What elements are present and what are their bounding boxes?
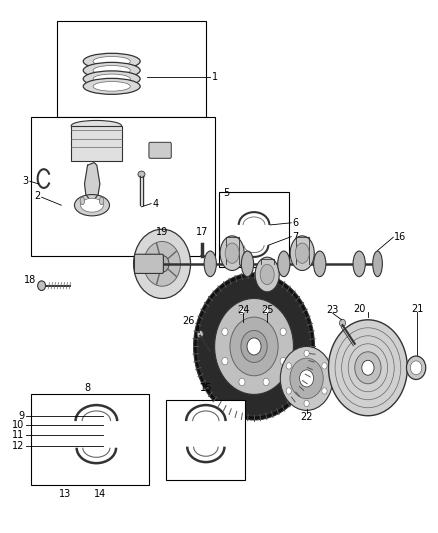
Text: 14: 14 <box>94 489 106 499</box>
Ellipse shape <box>80 197 85 205</box>
Circle shape <box>300 370 314 387</box>
Ellipse shape <box>295 243 309 263</box>
Text: 20: 20 <box>353 304 365 314</box>
Ellipse shape <box>278 251 290 277</box>
Ellipse shape <box>83 71 140 87</box>
Bar <box>166 400 245 480</box>
Ellipse shape <box>220 236 244 271</box>
Circle shape <box>304 350 309 357</box>
Ellipse shape <box>260 264 274 285</box>
Ellipse shape <box>71 120 121 131</box>
Circle shape <box>280 346 333 410</box>
Circle shape <box>410 361 422 375</box>
Ellipse shape <box>353 251 365 277</box>
Circle shape <box>134 229 191 298</box>
Circle shape <box>339 319 346 327</box>
Circle shape <box>144 241 180 286</box>
Ellipse shape <box>93 56 131 66</box>
Text: 17: 17 <box>196 227 208 237</box>
Text: 5: 5 <box>223 188 230 198</box>
Text: 24: 24 <box>237 305 249 315</box>
Text: 21: 21 <box>411 304 423 314</box>
Text: 8: 8 <box>85 383 91 393</box>
Polygon shape <box>226 237 239 264</box>
Polygon shape <box>261 259 274 264</box>
Text: 1: 1 <box>212 72 219 82</box>
Circle shape <box>222 358 228 365</box>
Bar <box>31 394 149 485</box>
Circle shape <box>355 352 381 384</box>
Circle shape <box>322 362 327 369</box>
Bar <box>57 21 206 117</box>
Circle shape <box>362 360 374 375</box>
Text: 25: 25 <box>261 305 273 315</box>
Ellipse shape <box>99 197 104 205</box>
Ellipse shape <box>138 171 145 177</box>
Ellipse shape <box>81 198 103 212</box>
Circle shape <box>215 298 293 394</box>
Text: 6: 6 <box>293 218 299 228</box>
Ellipse shape <box>255 257 279 292</box>
Circle shape <box>239 307 245 314</box>
Bar <box>219 192 289 266</box>
Circle shape <box>194 273 314 420</box>
Circle shape <box>304 400 309 407</box>
Text: 7: 7 <box>293 232 299 241</box>
Circle shape <box>239 378 245 386</box>
Bar <box>31 117 215 256</box>
Text: 12: 12 <box>12 441 25 451</box>
Text: 13: 13 <box>59 489 71 499</box>
Text: 11: 11 <box>12 431 25 440</box>
FancyBboxPatch shape <box>71 126 122 161</box>
Ellipse shape <box>83 53 140 69</box>
Ellipse shape <box>83 78 140 94</box>
Ellipse shape <box>225 243 239 263</box>
FancyBboxPatch shape <box>134 254 163 273</box>
Text: 4: 4 <box>152 199 159 208</box>
Circle shape <box>328 320 407 416</box>
Circle shape <box>241 330 267 362</box>
Text: 19: 19 <box>156 227 168 237</box>
Ellipse shape <box>373 251 382 277</box>
Text: 3: 3 <box>23 176 29 185</box>
Polygon shape <box>85 163 100 203</box>
Text: 26: 26 <box>183 316 195 326</box>
Ellipse shape <box>314 251 326 277</box>
Text: 15: 15 <box>200 383 212 393</box>
Text: 2: 2 <box>34 191 40 201</box>
Circle shape <box>197 277 311 416</box>
Circle shape <box>197 330 203 338</box>
Ellipse shape <box>241 251 254 277</box>
Text: 23: 23 <box>327 305 339 315</box>
Circle shape <box>222 328 228 335</box>
Text: 22: 22 <box>300 412 313 422</box>
Circle shape <box>290 358 323 399</box>
Circle shape <box>286 362 291 369</box>
Text: 9: 9 <box>18 411 25 421</box>
Circle shape <box>322 388 327 394</box>
Ellipse shape <box>93 82 131 91</box>
Ellipse shape <box>93 74 131 84</box>
Circle shape <box>155 255 169 272</box>
Ellipse shape <box>204 251 216 277</box>
Ellipse shape <box>74 195 110 216</box>
Polygon shape <box>296 237 309 264</box>
Ellipse shape <box>83 62 140 78</box>
Text: 16: 16 <box>394 232 406 241</box>
Circle shape <box>263 307 269 314</box>
Text: 18: 18 <box>24 275 36 285</box>
Ellipse shape <box>38 281 46 290</box>
Text: 10: 10 <box>12 421 25 430</box>
Circle shape <box>263 378 269 386</box>
FancyBboxPatch shape <box>149 142 171 158</box>
Circle shape <box>286 388 291 394</box>
Circle shape <box>247 338 261 355</box>
Circle shape <box>230 317 278 376</box>
Circle shape <box>280 358 286 365</box>
Circle shape <box>280 328 286 335</box>
Ellipse shape <box>93 66 131 75</box>
Circle shape <box>406 356 426 379</box>
Ellipse shape <box>290 236 314 271</box>
